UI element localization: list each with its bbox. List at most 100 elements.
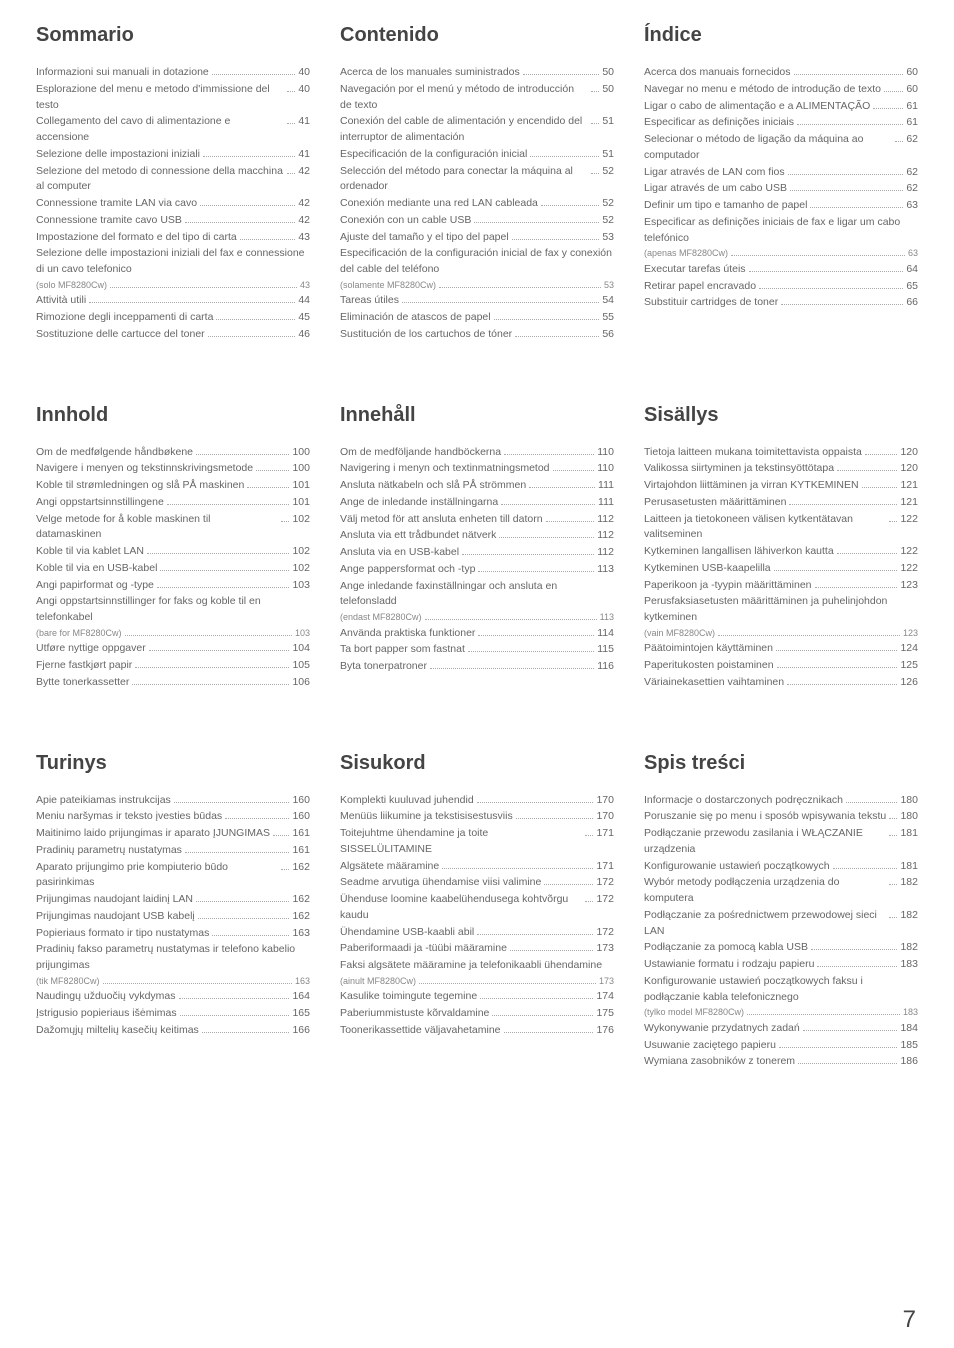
toc-entry-label: (endast MF8280Cw)	[340, 611, 422, 625]
toc-entry-label: (ainult MF8280Cw)	[340, 975, 416, 989]
toc-entry-label: Koble til via kablet LAN	[36, 544, 144, 560]
toc-entry-page: 53	[604, 279, 614, 293]
toc-leader-dots	[212, 74, 296, 75]
toc-leader-dots	[103, 983, 292, 984]
toc-leader-dots	[787, 684, 897, 685]
toc-entry: Conexión con un cable USB52	[340, 213, 614, 229]
toc-entry: Attività utili44	[36, 293, 310, 309]
toc-entry-label: Meniu naršymas ir teksto įvesties būdas	[36, 809, 222, 825]
toc-entry: Informazioni sui manuali in dotazione40	[36, 65, 310, 81]
toc-entry-page: 180	[900, 793, 918, 809]
toc-entry-page: 176	[596, 1023, 614, 1039]
toc-entry: Konfigurowanie ustawień początkowych fak…	[644, 974, 918, 1006]
toc-entry-label: Velge metode for å koble maskinen til da…	[36, 512, 278, 544]
toc-entry-label: (vain MF8280Cw)	[644, 627, 715, 641]
toc-entry-label: Selezione delle impostazioni iniziali de…	[36, 246, 310, 278]
toc-leader-dots	[529, 487, 595, 488]
toc-entry: Acerca dos manuais fornecidos60	[644, 65, 918, 81]
toc-leader-dots	[135, 667, 289, 668]
toc-entry-label: Navegar no menu e método de introdução d…	[644, 82, 881, 98]
toc-entry-page: 181	[900, 826, 918, 842]
toc-entry-page: 160	[292, 809, 310, 825]
toc-row: TurinysApie pateikiamas instrukcijas160M…	[36, 752, 918, 1072]
toc-column: Spis treściInformacje o dostarczonych po…	[644, 752, 918, 1072]
toc-entry-label: Definir um tipo e tamanho de papel	[644, 198, 807, 214]
toc-entry: Sostituzione delle cartucce del toner46	[36, 327, 310, 343]
toc-entry: Ange inledande faxinställningar och ansl…	[340, 579, 614, 611]
toc-entry: Koble til via kablet LAN102	[36, 544, 310, 560]
toc-entry: Fjerne fastkjørt papir105	[36, 658, 310, 674]
toc-entry-note: (tik MF8280Cw)163	[36, 975, 310, 989]
toc-entry: Bytte tonerkassetter106	[36, 675, 310, 691]
toc-entry: Paperitukosten poistaminen125	[644, 658, 918, 674]
toc-leader-dots	[817, 966, 897, 967]
toc-leader-dots	[585, 835, 593, 836]
toc-entry: Naudingų užduočių vykdymas164	[36, 989, 310, 1005]
toc-entry-label: Informacje o dostarczonych podręcznikach	[644, 793, 843, 809]
toc-leader-dots	[546, 521, 595, 522]
toc-entry-page: 120	[900, 445, 918, 461]
toc-entry-note: (ainult MF8280Cw)173	[340, 975, 614, 989]
toc-entry: Esplorazione del menu e metodo d'immissi…	[36, 82, 310, 114]
toc-entry-label: Prijungimas naudojant laidinį LAN	[36, 892, 193, 908]
toc-entry-label: Esplorazione del menu e metodo d'immissi…	[36, 82, 284, 114]
toc-entry-page: 182	[900, 940, 918, 956]
toc-entry-page: 101	[292, 478, 310, 494]
toc-entry-page: 106	[292, 675, 310, 691]
toc-entry: Conexión del cable de alimentación y enc…	[340, 114, 614, 146]
toc-entry-label: Angi papirformat og -type	[36, 578, 154, 594]
page-number: 7	[903, 1306, 916, 1334]
toc-entry-page: 65	[906, 279, 918, 295]
toc-entry-label: Substituir cartridges de toner	[644, 295, 778, 311]
toc-entry-label: Podłączanie za pomocą kabla USB	[644, 940, 808, 956]
toc-entry-page: 172	[596, 892, 614, 908]
toc-leader-dots	[889, 521, 897, 522]
toc-entry-page: 42	[298, 196, 310, 212]
toc-entry-note: (bare for MF8280Cw)103	[36, 627, 310, 641]
toc-entry: Paberiformaadi ja -tüübi määramine173	[340, 941, 614, 957]
toc-leader-dots	[110, 287, 297, 288]
toc-entry-page: 170	[596, 809, 614, 825]
toc-entry-label: Podłączanie przewodu zasilania i WŁĄCZAN…	[644, 826, 886, 858]
toc-entry: Koble til via en USB-kabel102	[36, 561, 310, 577]
toc-leader-dots	[779, 1047, 898, 1048]
toc-entry: Virtajohdon liittäminen ja virran KYTKEM…	[644, 478, 918, 494]
toc-entry-page: 52	[602, 213, 614, 229]
toc-leader-dots	[425, 619, 597, 620]
toc-leader-dots	[480, 998, 593, 999]
toc-leader-dots	[794, 74, 904, 75]
toc-entry-page: 60	[906, 65, 918, 81]
toc-entry-note: (endast MF8280Cw)113	[340, 611, 614, 625]
toc-entry-label: Maitinimo laido prijungimas ir aparato Į…	[36, 826, 270, 842]
toc-entry-label: Perusfaksiasetusten määrittäminen ja puh…	[644, 594, 918, 626]
toc-leader-dots	[776, 650, 897, 651]
toc-entry-label: Navigering i menyn och textinmatningsmet…	[340, 461, 550, 477]
toc-entry: Eliminación de atascos de papel55	[340, 310, 614, 326]
toc-leader-dots	[889, 917, 897, 918]
toc-entry: Ansluta nätkabeln och slå PÅ strömmen111	[340, 478, 614, 494]
toc-leader-dots	[846, 802, 897, 803]
toc-entry-page: 56	[602, 327, 614, 343]
toc-column: SisukordKomplekti kuuluvad juhendid170Me…	[340, 752, 614, 1072]
toc-leader-dots	[474, 222, 599, 223]
toc-entry-page: 53	[602, 230, 614, 246]
toc-entry-page: 52	[602, 164, 614, 180]
toc-entry-label: Utføre nyttige oppgaver	[36, 641, 146, 657]
toc-entry-page: 46	[298, 327, 310, 343]
toc-leader-dots	[185, 852, 290, 853]
toc-entry-label: Sustitución de los cartuchos de tóner	[340, 327, 512, 343]
toc-entry-page: 102	[292, 561, 310, 577]
toc-entry: Ange de inledande inställningarna111	[340, 495, 614, 511]
toc-leader-dots	[439, 287, 601, 288]
toc-leader-dots	[749, 271, 904, 272]
toc-leader-dots	[803, 1030, 898, 1031]
toc-entry-label: Poruszanie się po menu i sposób wpisywan…	[644, 809, 886, 825]
toc-entry-page: 172	[596, 925, 614, 941]
toc-entry-label: (apenas MF8280Cw)	[644, 247, 728, 261]
toc-leader-dots	[157, 587, 290, 588]
toc-entry: Selezione del metodo di connessione dell…	[36, 164, 310, 196]
toc-leader-dots	[873, 108, 903, 109]
toc-entry: Wykonywanie przydatnych zadań184	[644, 1021, 918, 1037]
toc-leader-dots	[731, 255, 905, 256]
toc-leader-dots	[523, 74, 600, 75]
